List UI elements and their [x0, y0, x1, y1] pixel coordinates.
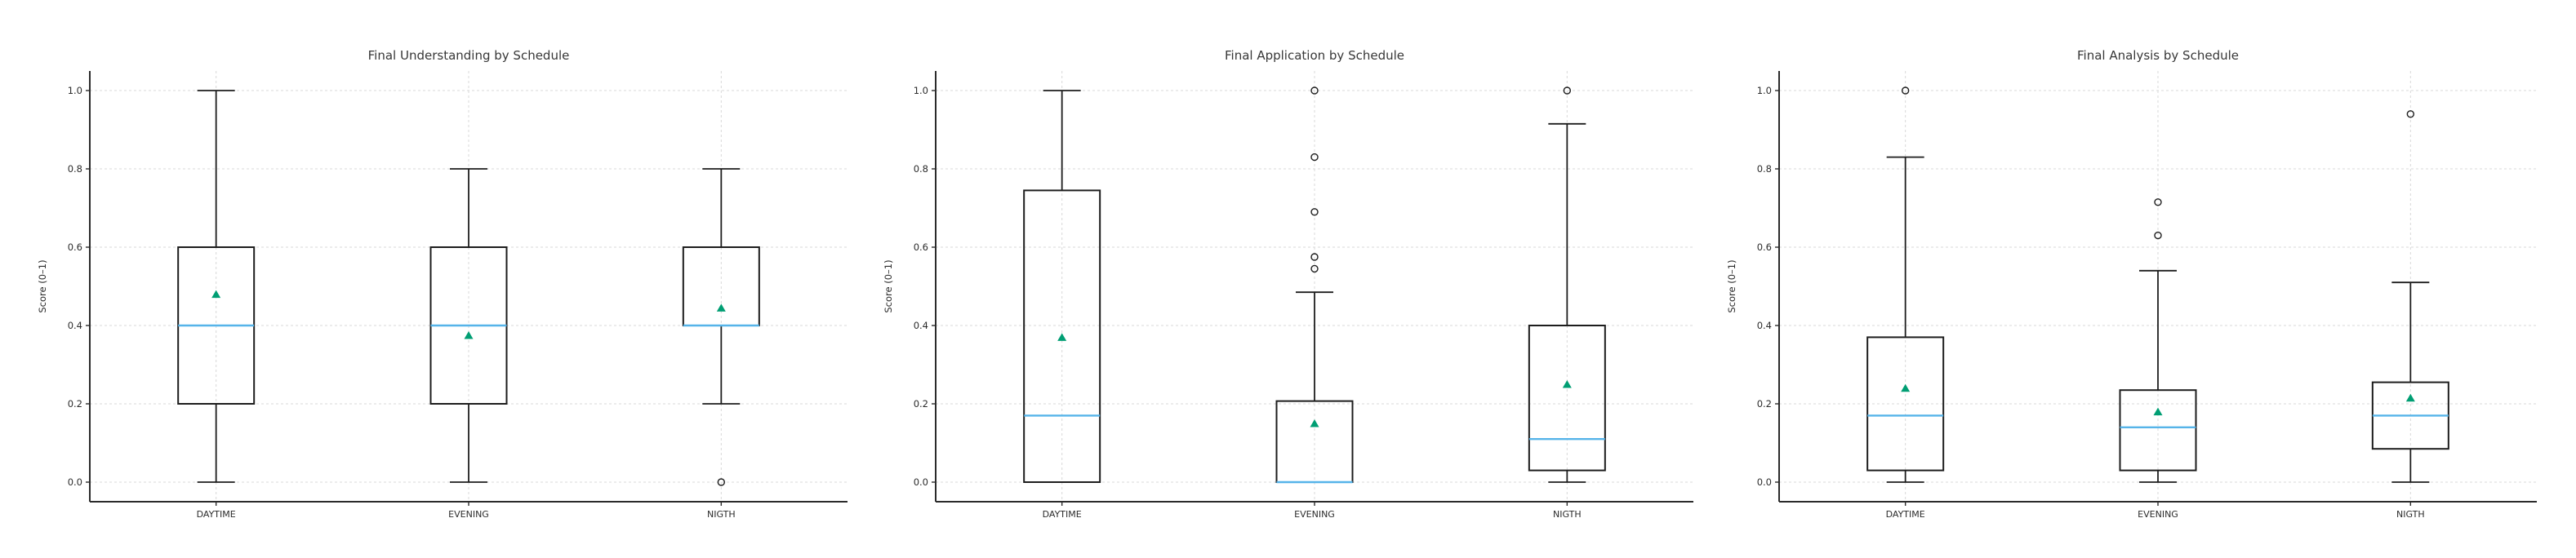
outlier-point: [1901, 86, 1910, 95]
x-tick-label: DAYTIME: [1886, 509, 1925, 520]
y-tick-label: 1.0: [914, 85, 928, 96]
iqr-box: [1275, 400, 1354, 484]
iqr-box: [1866, 336, 1945, 472]
x-tick-label: EVENING: [1294, 509, 1335, 520]
mean-marker: [1310, 419, 1319, 427]
iqr-box: [1528, 325, 1606, 472]
outlier-point: [2154, 198, 2162, 206]
x-tick-label: DAYTIME: [197, 509, 236, 520]
iqr-box: [2119, 389, 2197, 472]
box-group-evening: [2119, 198, 2197, 483]
box-group-nigth: [2371, 110, 2449, 483]
mean-marker: [1562, 380, 1572, 388]
outlier-point: [1310, 253, 1319, 261]
box-group-daytime: [177, 90, 256, 483]
chart-title-understanding: Final Understanding by Schedule: [367, 48, 570, 63]
outlier-point: [1310, 208, 1319, 216]
outlier-point: [1563, 86, 1572, 95]
mean-marker: [464, 331, 474, 339]
outlier-point: [1310, 264, 1319, 273]
y-tick-label: 0.0: [914, 476, 928, 488]
y-tick-label: 0.8: [1757, 163, 1772, 175]
mean-marker: [1901, 383, 1911, 392]
x-tick-label: EVENING: [2138, 509, 2178, 520]
box-group-evening: [429, 168, 508, 483]
y-tick-label: 0.8: [914, 163, 928, 175]
outlier-point: [2154, 231, 2162, 240]
y-tick-label: 0.6: [914, 241, 928, 253]
box-plot-panel-3: 0.0 0.2 0.4 0.6 0.8 1.0 DAYTIME EVENING NIGTH: [1757, 71, 2537, 520]
box-group-daytime: [1866, 86, 1945, 483]
y-tick-label: 0.6: [1757, 241, 1772, 253]
y-tick-label: 0.2: [1757, 398, 1772, 410]
x-tick-label: NIGTH: [707, 509, 736, 520]
box-group-nigth: [682, 168, 760, 486]
y-tick-label: 0.0: [68, 476, 82, 488]
box-plot-panel-1: 0.0 0.2 0.4 0.6 0.8 1.0 DAYTIME EVENING NIGTH: [68, 71, 848, 520]
y-axis-label-understanding: Score (0–1): [37, 259, 48, 313]
y-tick-label: 0.8: [68, 163, 82, 175]
y-tick-label: 0.2: [914, 398, 928, 410]
mean-marker: [211, 290, 221, 299]
x-tick-label: NIGTH: [2396, 509, 2425, 520]
x-tick-label: EVENING: [448, 509, 489, 520]
box-group-evening: [1275, 86, 1354, 484]
y-tick-label: 0.4: [914, 320, 928, 331]
x-tick-label: NIGTH: [1553, 509, 1582, 520]
mean-marker: [2153, 407, 2163, 416]
chart-title-application: Final Application by Schedule: [1224, 48, 1404, 63]
y-tick-label: 0.0: [1757, 476, 1772, 488]
y-axis-label-application: Score (0–1): [883, 259, 894, 313]
outlier-point: [1310, 86, 1319, 95]
mean-marker: [1057, 333, 1067, 341]
mean-marker: [2405, 393, 2415, 402]
box-group-daytime: [1023, 90, 1101, 483]
outlier-point: [2406, 110, 2415, 118]
y-axis-label-analysis: Score (0–1): [1726, 259, 1737, 313]
iqr-box: [1023, 189, 1101, 483]
y-tick-label: 0.4: [68, 320, 82, 331]
y-tick-label: 1.0: [68, 85, 82, 96]
x-tick-label: DAYTIME: [1043, 509, 1082, 520]
box-group-nigth: [1528, 86, 1606, 483]
chart-title-analysis: Final Analysis by Schedule: [2076, 48, 2239, 63]
y-tick-label: 1.0: [1757, 85, 1772, 96]
box-plot-panel-2: 0.0 0.2 0.4 0.6 0.8 1.0 DAYTIME EVENING NIGTH: [914, 71, 1693, 520]
outlier-point: [717, 478, 726, 486]
y-tick-label: 0.2: [68, 398, 82, 410]
outlier-point: [1310, 153, 1319, 162]
y-tick-label: 0.6: [68, 241, 82, 253]
mean-marker: [716, 303, 726, 312]
y-tick-label: 0.4: [1757, 320, 1772, 331]
